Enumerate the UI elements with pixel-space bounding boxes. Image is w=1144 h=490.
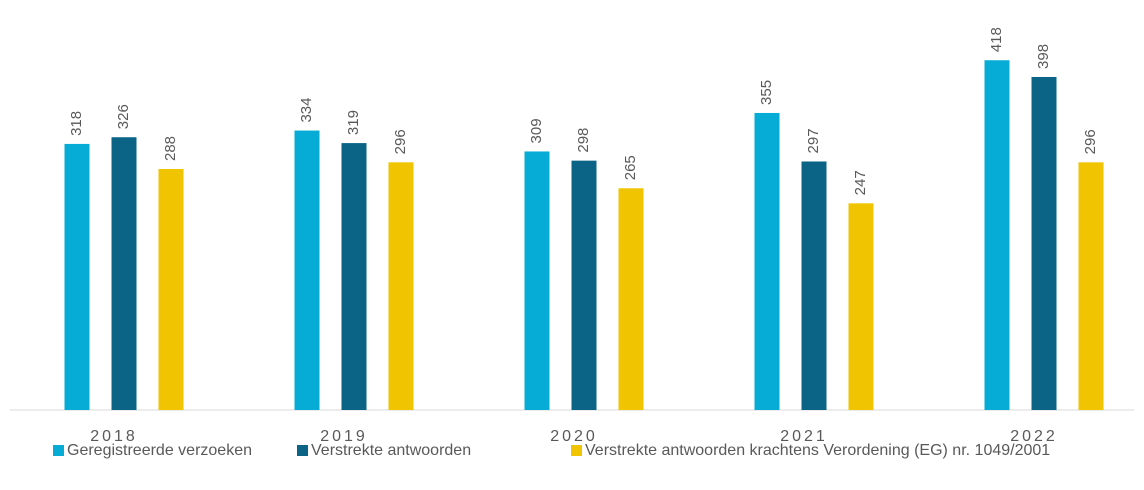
bar [388,162,414,410]
legend-swatch [297,445,308,456]
value-label: 296 [1082,129,1099,154]
value-label: 297 [805,128,822,153]
legend-swatch [571,445,582,456]
value-label: 334 [298,97,315,122]
bar [158,169,184,410]
value-label: 265 [622,155,639,180]
x-tick-label: 2022 [1010,428,1058,445]
bar [1078,162,1104,410]
value-label: 398 [1035,44,1052,69]
value-label: 288 [162,136,179,161]
bar [984,60,1010,410]
value-label: 355 [758,80,775,105]
bar [571,160,597,410]
bar [111,137,137,410]
bar [341,143,367,410]
x-tick-label: 2019 [320,428,368,445]
legend-label: Geregistreerde verzoeken [67,442,252,459]
x-tick-label: 2021 [780,428,828,445]
value-label: 296 [392,129,409,154]
bar [754,112,780,411]
bar [848,203,874,410]
bar [1031,76,1057,411]
value-label: 247 [852,170,869,195]
value-label: 418 [988,27,1005,52]
value-label: 318 [68,111,85,136]
bar [618,188,644,410]
x-tick-label: 2020 [550,428,598,445]
value-label: 326 [115,104,132,129]
x-tick-label: 2018 [90,428,138,445]
legend-swatch [53,445,64,456]
legend-label: Verstrekte antwoorden [311,442,471,459]
bar [294,130,320,410]
bar [524,151,550,410]
bar [801,161,827,410]
bar [64,143,90,410]
legend-label: Verstrekte antwoorden krachtens Verorden… [585,442,1050,459]
value-label: 298 [575,128,592,153]
value-label: 319 [345,110,362,135]
value-label: 309 [528,118,545,143]
